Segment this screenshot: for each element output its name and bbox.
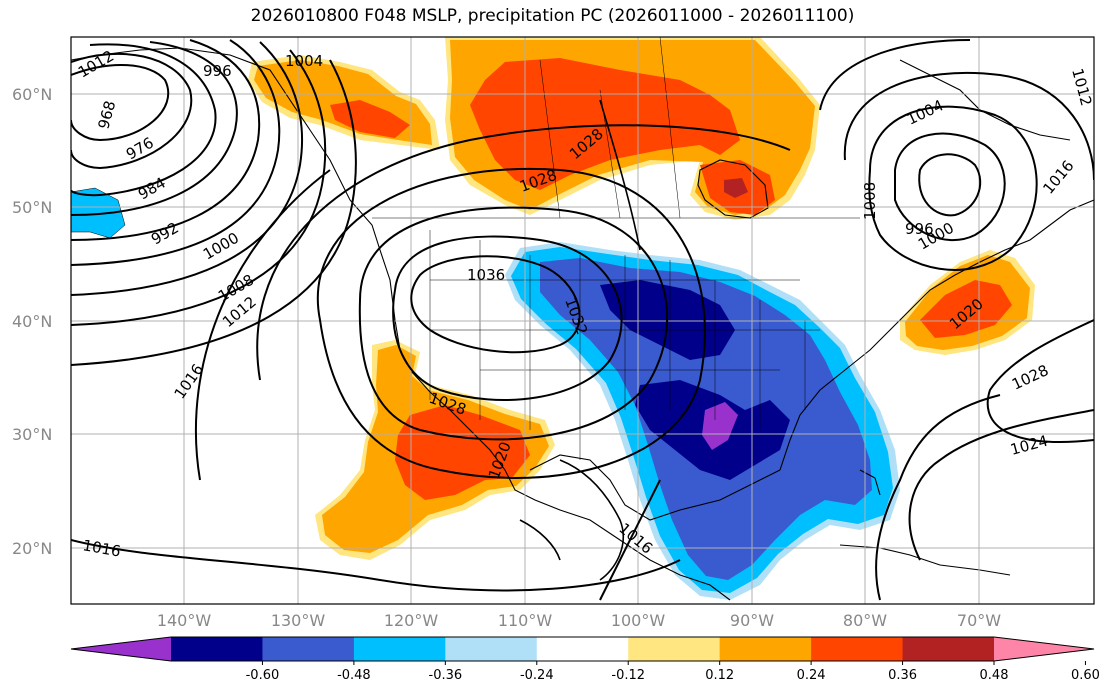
lon-label: 130°W <box>271 611 326 630</box>
colorbar-tick-label: -0.48 <box>337 668 371 683</box>
colorbar-segment <box>902 637 995 661</box>
colorbar-tick-label: -0.24 <box>520 668 554 683</box>
colorbar-segment <box>628 637 721 661</box>
lat-label: 40°N <box>12 312 52 331</box>
graticule <box>71 37 1094 604</box>
lon-label: 80°W <box>843 611 887 630</box>
minor-contours <box>519 99 641 581</box>
political-borders <box>372 37 860 460</box>
lat-label: 30°N <box>12 425 52 444</box>
isobars <box>71 39 1094 601</box>
lon-label: 90°W <box>730 611 774 630</box>
precip-positive-hudson-darkred <box>724 178 748 198</box>
lon-label: 120°W <box>384 611 439 630</box>
colorbar-segment <box>445 637 538 661</box>
isobar-label: 996 <box>203 62 232 80</box>
precip-positive-northeast-red <box>920 280 1012 338</box>
colorbar-segment <box>536 637 629 661</box>
lon-label: 70°W <box>957 611 1001 630</box>
precip-negative-gulf-purple <box>702 402 738 450</box>
colorbar-tick-label: 0.60 <box>1071 668 1100 683</box>
map-title: 2026010800 F048 MSLP, precipitation PC (… <box>250 6 855 26</box>
colorbar-tick-label: -0.12 <box>611 668 645 683</box>
lat-label: 50°N <box>12 198 52 217</box>
colorbar-extend-min <box>71 637 171 661</box>
lat-label: 20°N <box>12 539 52 558</box>
isobar-label: 996 <box>905 220 934 238</box>
isobar-label: 1004 <box>285 52 323 70</box>
colorbar: -0.60 -0.48 -0.36 -0.24 -0.12 0.12 0.24 0.36 0.4… <box>70 636 1100 683</box>
colorbar-tick-label: -0.60 <box>246 668 280 683</box>
lon-label: 110°W <box>498 611 553 630</box>
colorbar-outline <box>70 636 1095 662</box>
colorbar-segment <box>719 637 812 661</box>
map-frame <box>70 36 1095 605</box>
precip-positive-canada-red <box>470 58 740 190</box>
colorbar-tick-label: 0.48 <box>980 668 1009 683</box>
colorbar-segment <box>262 637 355 661</box>
colorbar-segment <box>353 637 446 661</box>
colorbar-segment <box>171 637 263 661</box>
lon-label: 100°W <box>611 611 666 630</box>
colorbar-tick-label: 0.24 <box>797 668 826 683</box>
lon-label: 140°W <box>157 611 212 630</box>
colorbar-segment <box>811 637 904 661</box>
precip-negative-pacific <box>71 187 126 239</box>
isobar-label: 1008 <box>861 182 879 220</box>
lat-label: 60°N <box>12 85 52 104</box>
precip-positive-mexico-red <box>395 405 530 500</box>
colorbar-tick-label: 0.36 <box>888 668 917 683</box>
colorbar-tick-label: 0.12 <box>705 668 734 683</box>
colorbar-tick-label: -0.36 <box>429 668 463 683</box>
isobar-label: 1036 <box>467 266 505 284</box>
colorbar-extend-max <box>994 637 1094 661</box>
